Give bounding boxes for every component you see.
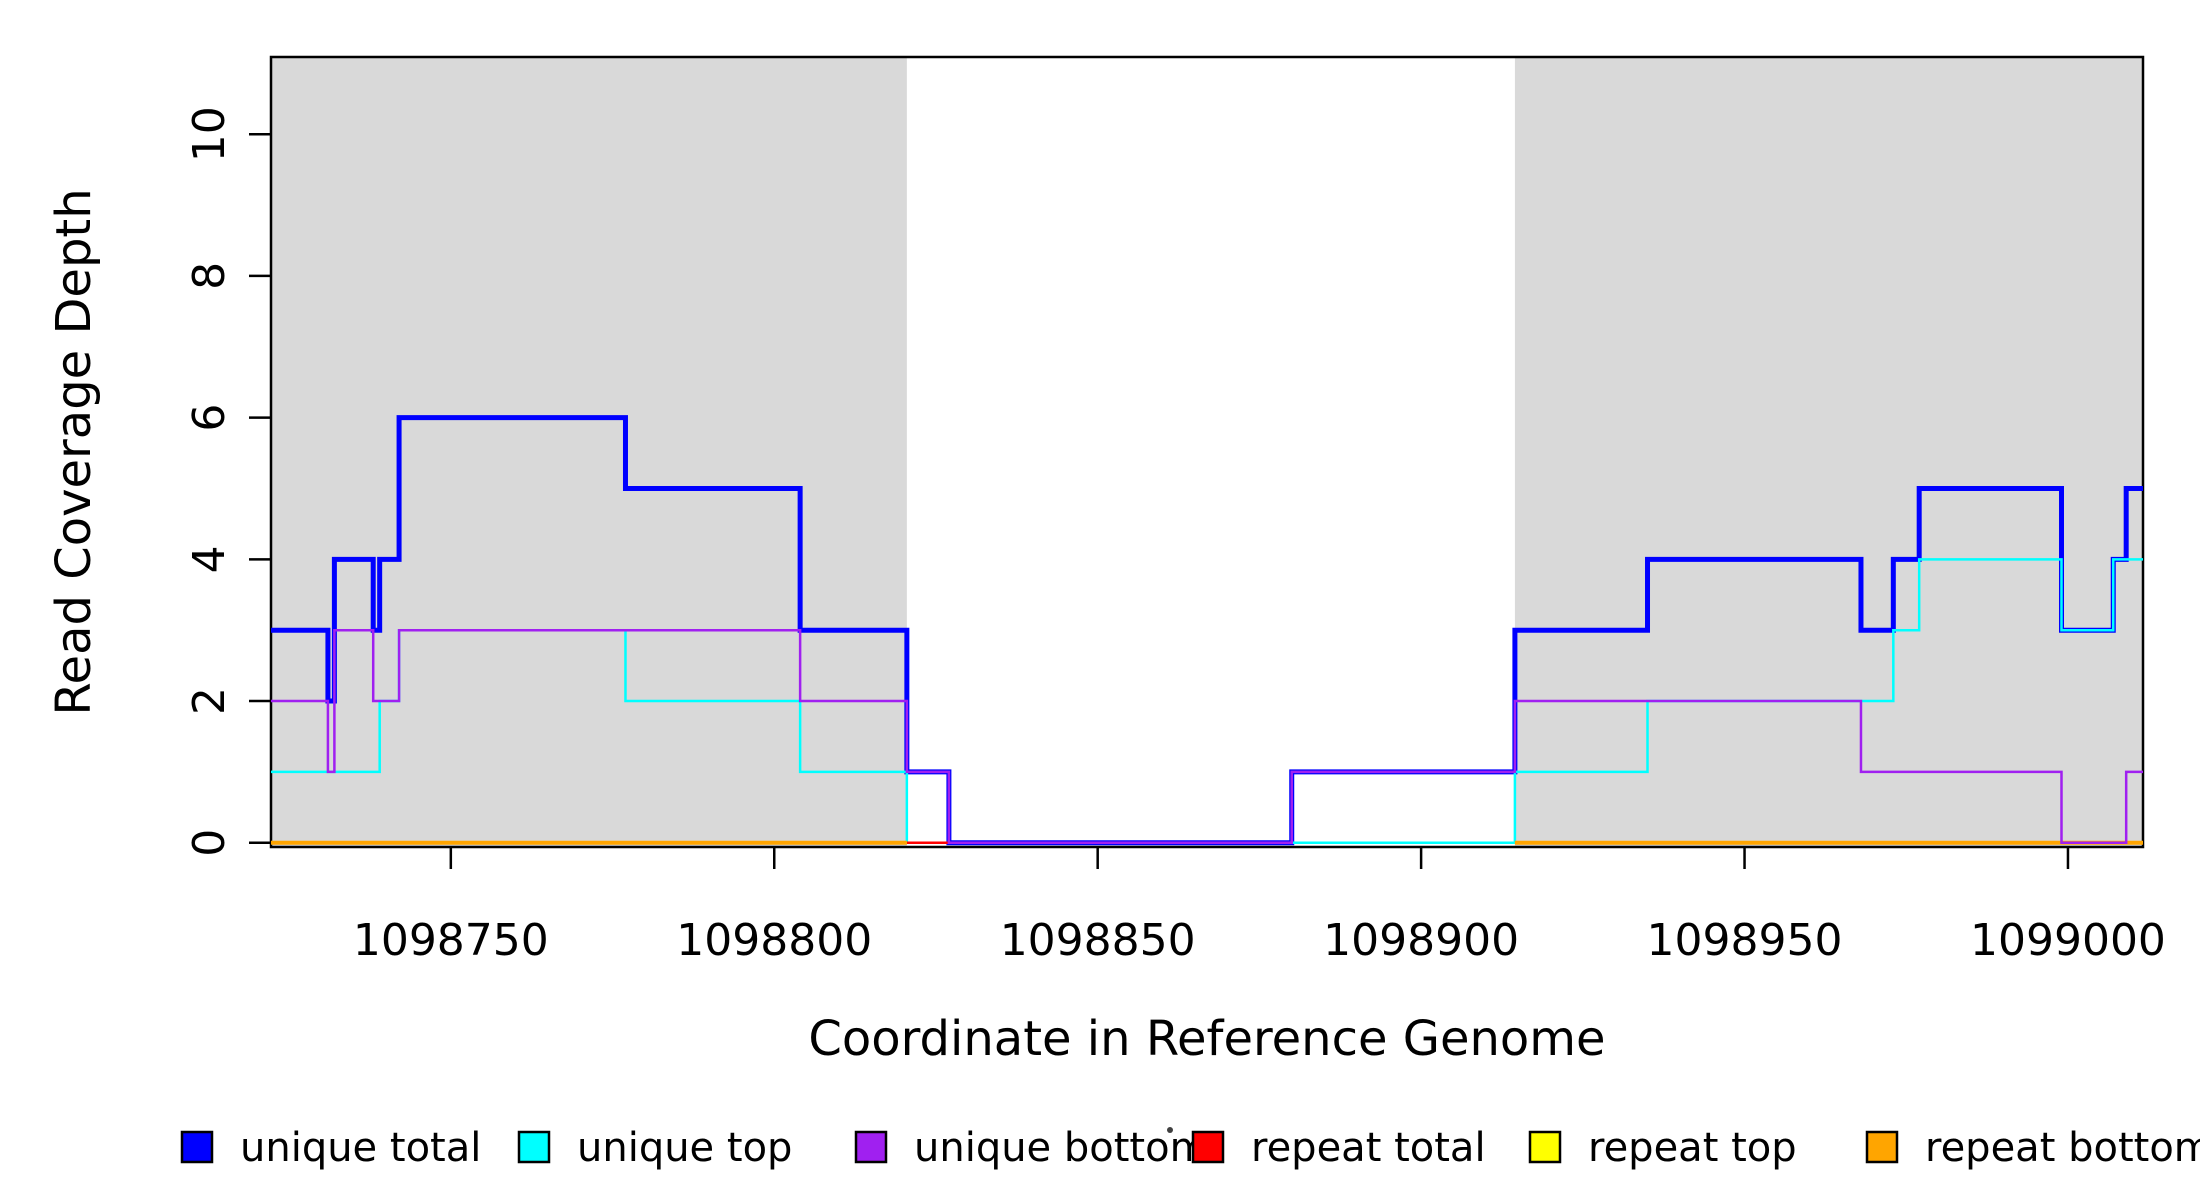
legend-swatch-unique-top (517, 1130, 551, 1164)
x-axis-title: Coordinate in Reference Genome (808, 1011, 1605, 1067)
x-tick-label: 1098950 (1647, 915, 1843, 966)
legend-swatch-repeat-top (1528, 1130, 1562, 1164)
y-tick-label: 4 (184, 545, 235, 573)
y-tick-label: 0 (184, 829, 235, 857)
legend-swatch-repeat-total (1191, 1130, 1225, 1164)
legend-label-unique-bottom: unique bottom (914, 1125, 1209, 1171)
legend-artifact-dot (1167, 1127, 1173, 1133)
legend-swatch-unique-total (180, 1130, 214, 1164)
y-tick-label: 2 (184, 687, 235, 715)
x-tick-label: 1098750 (353, 915, 549, 966)
x-tick-label: 1098850 (1000, 915, 1196, 966)
legend-label-repeat-bottom: repeat bottom (1925, 1125, 2200, 1171)
legend-swatch-unique-bottom (854, 1130, 888, 1164)
x-tick-label: 1098900 (1323, 915, 1519, 966)
legend-label-unique-total: unique total (240, 1125, 481, 1171)
y-tick-label: 10 (184, 106, 235, 162)
repeat-region-shading (271, 57, 907, 847)
series-line-unique-bottom (271, 628, 2143, 844)
legend-label-repeat-total: repeat total (1251, 1125, 1486, 1171)
legend-label-unique-top: unique top (577, 1125, 792, 1171)
legend-swatch-repeat-bottom (1865, 1130, 1899, 1164)
plot-border (269, 55, 2145, 849)
x-tick-label: 1099000 (1970, 915, 2166, 966)
y-tick-label: 8 (184, 262, 235, 290)
repeat-region-shading (1514, 57, 2143, 847)
legend-label-repeat-top: repeat top (1588, 1125, 1797, 1171)
y-tick-label: 6 (184, 404, 235, 432)
y-axis-title: Read Coverage Depth (46, 188, 102, 715)
x-tick-label: 1098800 (676, 915, 872, 966)
